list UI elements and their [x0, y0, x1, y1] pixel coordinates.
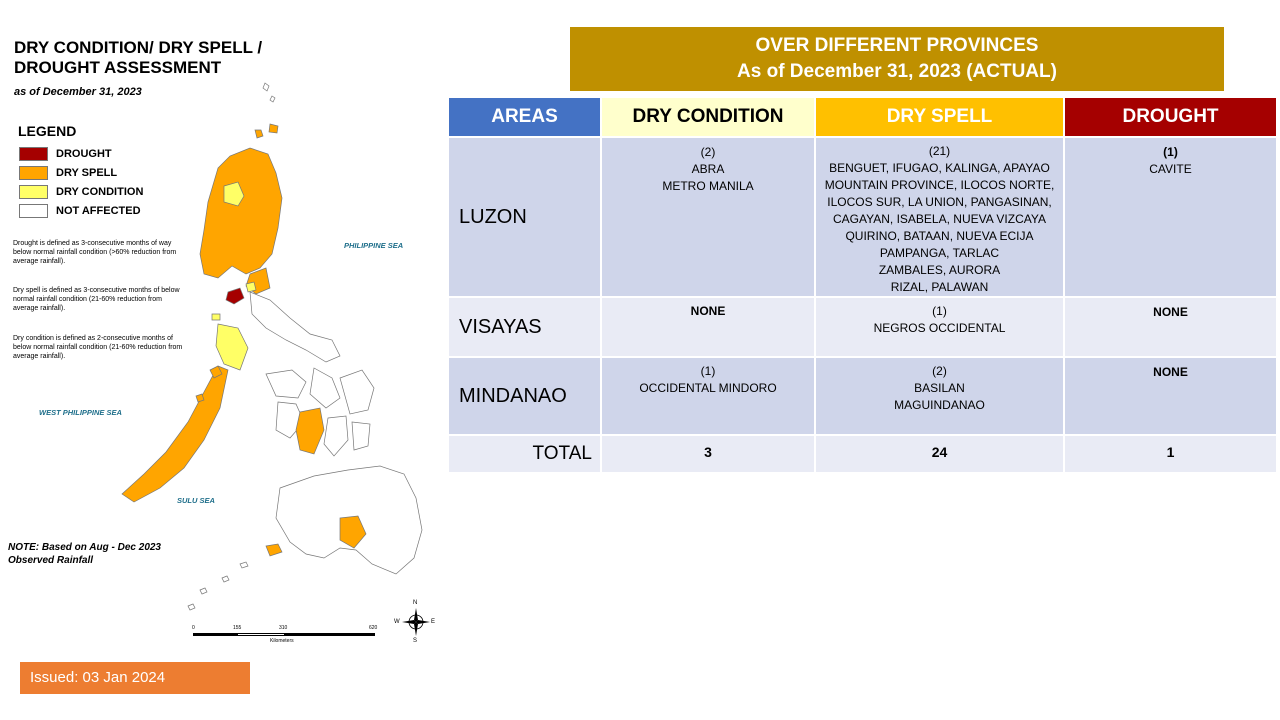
compass-icon — [402, 608, 430, 636]
cell-count: NONE — [1153, 365, 1188, 379]
definition-dry-spell: Dry spell is defined as 3-consecutive mo… — [13, 287, 180, 312]
table-header-row: AREAS DRY CONDITION DRY SPELL DROUGHT — [447, 96, 1278, 138]
table-row-total: TOTAL 3 24 1 — [447, 434, 1278, 474]
cell-count: NONE — [1153, 305, 1188, 319]
cell-count: (1) — [932, 304, 947, 318]
cell-province: PAMPANGA, TARLAC — [879, 246, 1000, 260]
legend-item-not-affected: NOT AFFECTED — [19, 204, 141, 218]
header-dry-spell: DRY SPELL — [814, 96, 1065, 138]
cell-province: ZAMBALES, AURORA — [878, 263, 1001, 277]
header-drought: DROUGHT — [1063, 96, 1278, 138]
legend-swatch — [19, 204, 48, 218]
cell-dry-spell: (1) NEGROS OCCIDENTAL — [814, 296, 1065, 358]
cell-province: RIZAL, PALAWAN — [890, 280, 989, 294]
cell-province: MAGUINDANAO — [894, 398, 985, 412]
cell-province: QUIRINO, BATAAN, NUEVA ECIJA — [845, 229, 1034, 243]
assessment-table: AREAS DRY CONDITION DRY SPELL DROUGHT LU… — [447, 96, 1278, 474]
cell-province: ILOCOS SUR, LA UNION, PANGASINAN, — [827, 195, 1052, 209]
table-row-visayas: VISAYAS NONE (1) NEGROS OCCIDENTAL NONE — [447, 296, 1278, 358]
cell-dry-spell: (2) BASILAN MAGUINDANAO — [814, 356, 1065, 436]
compass-s: S — [413, 638, 418, 644]
scale-unit: Kilometers — [270, 638, 294, 644]
cell-province: OCCIDENTAL MINDORO — [639, 381, 777, 395]
cell-dry-condition: NONE — [600, 296, 816, 358]
map-note: NOTE: Based on Aug - Dec 2023 Observed R… — [8, 542, 161, 566]
compass-n: N — [413, 600, 418, 606]
definition-drought: Drought is defined as 3-consecutive mont… — [13, 240, 177, 265]
cell-province: BENGUET, IFUGAO, KALINGA, APAYAO — [829, 161, 1050, 175]
header-dry-condition: DRY CONDITION — [600, 96, 816, 138]
cell-dry-spell: (21) BENGUET, IFUGAO, KALINGA, APAYAO MO… — [814, 136, 1065, 298]
legend-item-dry-spell: DRY SPELL — [19, 166, 117, 180]
cell-province: ABRA — [691, 162, 725, 176]
legend-swatch — [19, 147, 48, 161]
label-west-philippine-sea: WEST PHILIPPINE SEA — [39, 408, 122, 417]
legend-swatch — [19, 166, 48, 180]
scale-tick: 310 — [279, 625, 288, 631]
philippines-map — [121, 82, 423, 611]
cell-drought: NONE — [1063, 296, 1278, 358]
label-philippine-sea: PHILIPPINE SEA — [344, 241, 404, 250]
map-as-of-date: as of December 31, 2023 — [14, 86, 142, 98]
definition-dry-condition: Dry condition is defined as 2-consecutiv… — [13, 335, 183, 360]
cell-province: MOUNTAIN PROVINCE, ILOCOS NORTE, — [824, 178, 1055, 192]
area-name: VISAYAS — [447, 296, 602, 358]
total-dry-spell: 24 — [814, 434, 1065, 474]
compass-e: E — [431, 619, 436, 625]
cell-count: NONE — [690, 304, 726, 318]
legend-swatch — [19, 185, 48, 199]
legend-label: DRY SPELL — [56, 167, 118, 179]
header-areas: AREAS — [447, 96, 602, 138]
scale-tick: 155 — [233, 625, 242, 631]
table-row-luzon: LUZON (2) ABRA METRO MANILA (21) BENGUET… — [447, 136, 1278, 298]
total-dry-condition: 3 — [600, 434, 816, 474]
cell-drought: NONE — [1063, 356, 1278, 436]
legend-item-drought: DROUGHT — [19, 147, 112, 161]
label-sulu-sea: SULU SEA — [177, 496, 215, 505]
cell-province: NEGROS OCCIDENTAL — [873, 321, 1006, 335]
scale-bar — [193, 633, 375, 636]
table-banner: OVER DIFFERENT PROVINCES As of December … — [570, 27, 1224, 91]
cell-count: (21) — [928, 144, 951, 158]
area-name: LUZON — [447, 136, 602, 298]
cell-province: CAGAYAN, ISABELA, NUEVA VIZCAYA — [833, 212, 1046, 226]
area-name: MINDANAO — [447, 356, 602, 436]
issued-date: Issued: 03 Jan 2024 — [20, 662, 250, 694]
legend-title: LEGEND — [18, 123, 77, 139]
cell-drought: (1) CAVITE — [1063, 136, 1278, 298]
total-label: TOTAL — [447, 434, 602, 474]
cell-province: CAVITE — [1149, 162, 1192, 176]
legend-label: DRY CONDITION — [56, 186, 144, 198]
cell-count: (1) — [1163, 145, 1178, 159]
cell-count: (1) — [700, 364, 716, 378]
total-drought: 1 — [1063, 434, 1278, 474]
cell-count: (2) — [700, 145, 716, 159]
cell-province: BASILAN — [914, 381, 965, 395]
legend-item-dry-condition: DRY CONDITION — [19, 185, 143, 199]
banner-line-2: As of December 31, 2023 (ACTUAL) — [737, 61, 1057, 82]
legend-label: DROUGHT — [56, 148, 112, 160]
table-row-mindanao: MINDANAO (1) OCCIDENTAL MINDORO (2) BASI… — [447, 356, 1278, 436]
cell-dry-condition: (1) OCCIDENTAL MINDORO — [600, 356, 816, 436]
banner-line-1: OVER DIFFERENT PROVINCES — [755, 35, 1039, 56]
scale-tick: 0 — [192, 625, 195, 631]
compass-w: W — [394, 619, 400, 625]
cell-province: METRO MANILA — [662, 179, 754, 193]
legend-label: NOT AFFECTED — [56, 205, 141, 217]
cell-count: (2) — [932, 364, 947, 378]
map-title: DRY CONDITION/ DRY SPELL / DROUGHT ASSES… — [14, 38, 263, 77]
cell-dry-condition: (2) ABRA METRO MANILA — [600, 136, 816, 298]
scale-tick: 620 — [369, 625, 378, 631]
